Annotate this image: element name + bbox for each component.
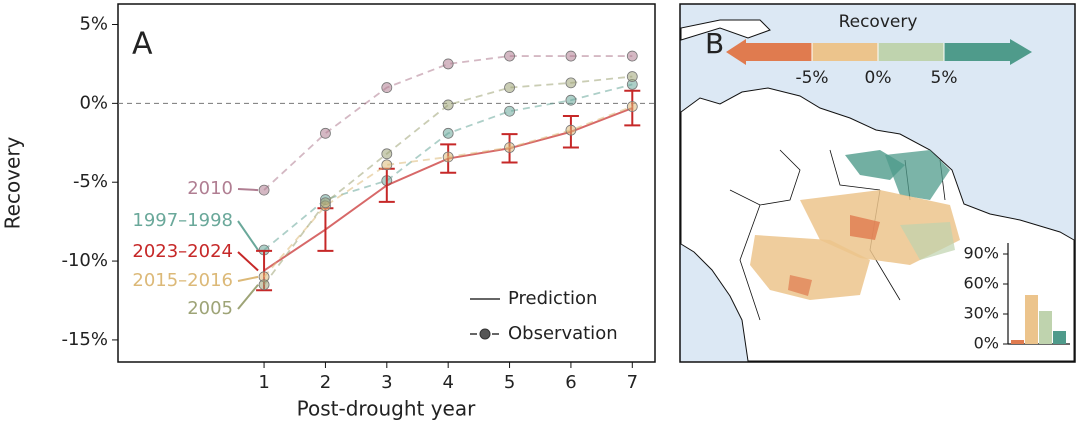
observation-point — [320, 127, 331, 139]
series-label: 2010 — [187, 178, 233, 199]
label-leader — [237, 275, 259, 282]
panel-label: A — [132, 27, 153, 62]
x-tick-label: 5 — [504, 372, 515, 393]
observation-point — [381, 148, 393, 160]
label-leader — [237, 284, 259, 310]
colorbar-segment — [944, 43, 1010, 61]
observation-point — [258, 279, 270, 291]
observation-point — [504, 82, 515, 93]
observation-point — [381, 159, 393, 171]
x-tick-label: 3 — [381, 372, 392, 393]
observation-point — [442, 151, 454, 163]
observation-point — [626, 71, 638, 82]
observation-point — [504, 105, 515, 117]
observation-point — [504, 50, 515, 62]
observation-point — [442, 99, 454, 111]
observation-point — [565, 50, 577, 62]
colorbar-arrow — [1010, 39, 1032, 65]
colorbar-tick-label: -5% — [795, 68, 828, 88]
observation-point — [565, 94, 577, 106]
label-leader — [237, 188, 259, 192]
series-label: 1997–1998 — [132, 210, 233, 231]
colorbar-segment — [878, 43, 944, 61]
colorbar-segment — [746, 43, 812, 61]
bar — [1039, 311, 1052, 344]
observation-point — [381, 82, 393, 93]
observation-point — [565, 124, 577, 136]
observation-point — [565, 77, 577, 89]
inset-tick-label: 0% — [974, 334, 999, 353]
map-region — [788, 275, 812, 296]
bar — [1011, 340, 1024, 344]
x-axis-label: Post-drought year — [297, 397, 476, 421]
observation-point — [320, 197, 331, 209]
y-axis-label: Recovery — [1, 136, 25, 229]
inset-tick-label: 60% — [963, 274, 999, 293]
bar — [1053, 331, 1066, 344]
inset-tick-label: 30% — [963, 304, 999, 323]
observation-point — [626, 101, 638, 112]
x-tick-label: 1 — [258, 372, 269, 393]
x-tick-label: 2 — [320, 372, 331, 393]
observation-point — [626, 50, 638, 62]
bar — [1025, 295, 1038, 344]
observation-point — [442, 58, 454, 70]
map-region — [900, 222, 955, 260]
legend-label: Observation — [508, 323, 618, 344]
colorbar-segment — [812, 43, 878, 61]
map-region — [750, 235, 870, 300]
x-tick-label: 7 — [627, 372, 638, 393]
y-tick-label: 0% — [79, 92, 108, 113]
y-tick-label: -10% — [61, 250, 108, 271]
observation-point — [504, 142, 515, 153]
series-label: 2005 — [187, 298, 233, 319]
colorbar-title: Recovery — [839, 12, 918, 32]
map-region — [850, 215, 880, 240]
panel-label: B — [705, 27, 724, 60]
legend-label: Prediction — [508, 288, 597, 309]
x-tick-label: 4 — [442, 372, 453, 393]
label-leader — [237, 251, 259, 272]
y-tick-label: -15% — [61, 329, 108, 350]
colorbar-tick-label: 5% — [931, 68, 958, 88]
series-label: 2015–2016 — [132, 270, 233, 291]
colorbar-tick-label: 0% — [865, 68, 892, 88]
series-label: 2023–2024 — [132, 241, 233, 262]
legend-marker — [479, 328, 491, 340]
map-land — [680, 19, 771, 41]
observation-point — [258, 184, 270, 196]
map-region — [885, 150, 950, 200]
colorbar-arrow — [726, 39, 746, 65]
inset-tick-label: 90% — [963, 244, 999, 263]
y-tick-label: 5% — [79, 14, 108, 35]
label-leader — [237, 220, 259, 251]
x-tick-label: 6 — [565, 372, 576, 393]
y-tick-label: -5% — [73, 171, 108, 192]
observation-point — [442, 127, 454, 139]
map — [679, 3, 1076, 363]
